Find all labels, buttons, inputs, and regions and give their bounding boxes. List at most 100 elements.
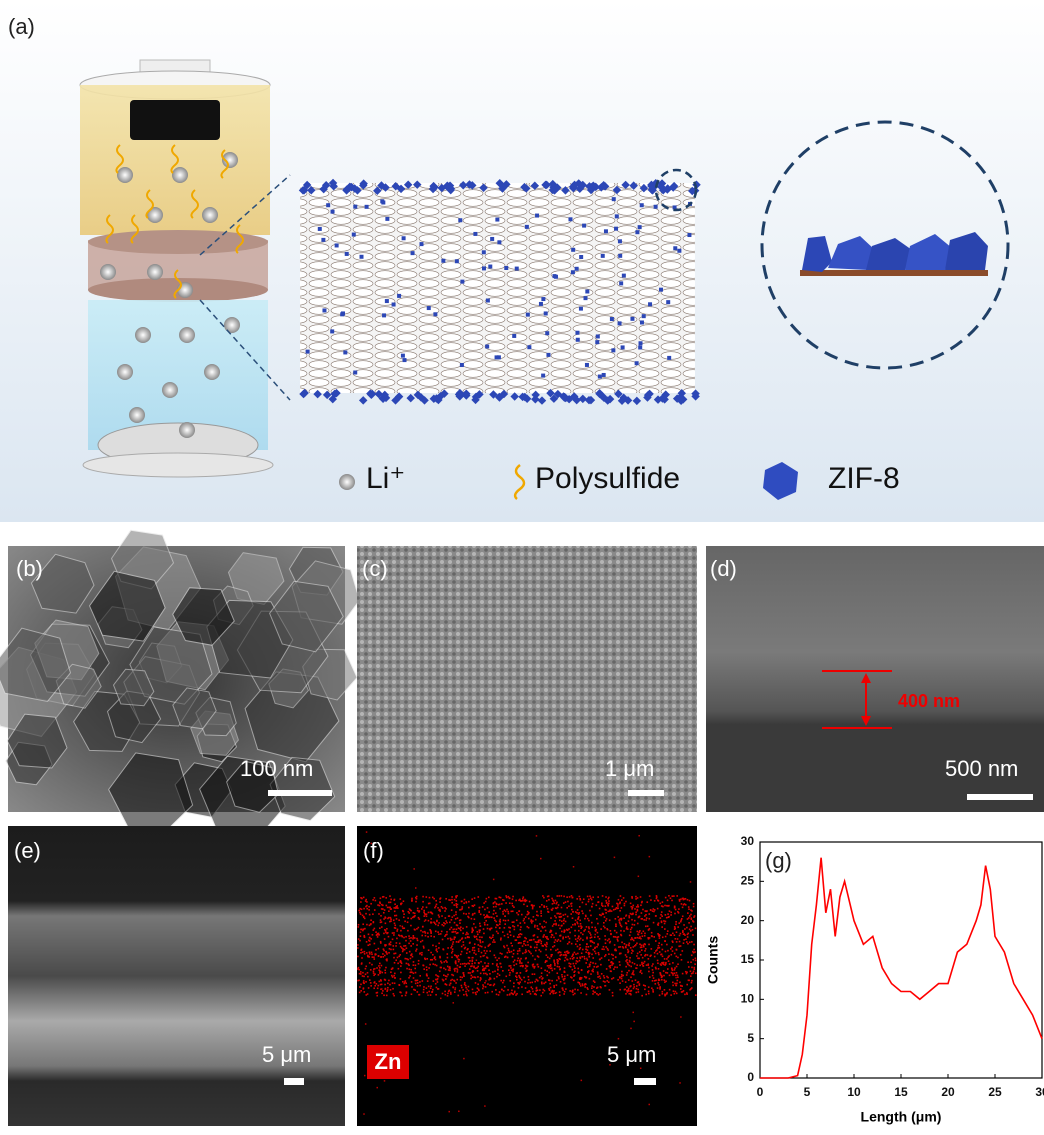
zn-signal bbox=[604, 927, 606, 929]
zn-signal bbox=[410, 940, 412, 942]
zn-signal bbox=[553, 937, 555, 939]
zn-signal bbox=[550, 965, 552, 967]
zn-signal bbox=[644, 985, 646, 987]
zn-signal bbox=[511, 945, 513, 947]
zif-particle bbox=[512, 334, 516, 338]
zn-signal bbox=[504, 909, 506, 911]
zn-signal bbox=[524, 900, 526, 902]
zn-signal bbox=[588, 920, 590, 922]
li-ion bbox=[202, 207, 218, 223]
zif-particle bbox=[545, 331, 549, 335]
zn-signal bbox=[695, 994, 697, 996]
zn-signal bbox=[366, 941, 368, 943]
zif-particle bbox=[360, 255, 364, 259]
zn-signal bbox=[542, 945, 544, 947]
zn-signal bbox=[405, 945, 407, 947]
zn-signal bbox=[428, 903, 430, 905]
zn-signal bbox=[455, 982, 457, 984]
zn-signal bbox=[461, 906, 463, 908]
zn-signal bbox=[686, 941, 688, 943]
zn-signal bbox=[455, 987, 457, 989]
zn-signal bbox=[416, 928, 418, 930]
zn-signal bbox=[487, 928, 489, 930]
zn-signal bbox=[678, 945, 680, 947]
zn-signal bbox=[381, 988, 383, 990]
zn-signal bbox=[556, 940, 558, 942]
zn-signal bbox=[648, 1104, 650, 1106]
zn-signal bbox=[574, 993, 576, 995]
zn-signal bbox=[577, 909, 579, 911]
zn-signal bbox=[691, 941, 693, 943]
zn-signal bbox=[572, 911, 574, 913]
zn-signal bbox=[530, 939, 532, 941]
zn-signal bbox=[477, 976, 479, 978]
zn-signal bbox=[363, 1113, 365, 1115]
zn-signal bbox=[378, 934, 380, 936]
zn-signal bbox=[468, 913, 470, 915]
zn-signal bbox=[445, 934, 447, 936]
zn-signal bbox=[492, 963, 494, 965]
zn-signal bbox=[601, 973, 603, 975]
zn-signal bbox=[496, 959, 498, 961]
zn-signal bbox=[469, 951, 471, 953]
zn-signal bbox=[472, 949, 474, 951]
zif-particle bbox=[612, 197, 616, 201]
zn-signal bbox=[566, 959, 568, 961]
zn-signal bbox=[456, 900, 458, 902]
li-ion bbox=[117, 364, 133, 380]
zn-signal bbox=[676, 985, 678, 987]
zn-signal bbox=[471, 918, 473, 920]
zn-signal bbox=[688, 906, 690, 908]
zn-signal bbox=[680, 985, 682, 987]
zn-signal bbox=[411, 986, 413, 988]
zn-signal bbox=[451, 927, 453, 929]
zn-signal bbox=[588, 928, 590, 930]
zn-signal bbox=[451, 956, 453, 958]
zn-signal bbox=[663, 970, 665, 972]
zif-particle bbox=[427, 306, 431, 310]
zn-signal bbox=[632, 950, 634, 952]
zn-signal bbox=[664, 923, 666, 925]
zif-particle bbox=[541, 297, 545, 301]
zn-signal bbox=[374, 897, 376, 899]
zn-signal bbox=[416, 896, 418, 898]
zn-signal bbox=[508, 950, 510, 952]
panel-label: (b) bbox=[16, 556, 43, 581]
zn-signal bbox=[689, 900, 691, 902]
zn-signal bbox=[628, 988, 630, 990]
zn-signal bbox=[569, 938, 571, 940]
zn-signal bbox=[534, 925, 536, 927]
zn-signal bbox=[658, 935, 660, 937]
zn-signal bbox=[564, 960, 566, 962]
zn-signal bbox=[512, 925, 514, 927]
zn-signal bbox=[388, 910, 390, 912]
zn-signal bbox=[606, 980, 608, 982]
li-ion bbox=[147, 264, 163, 280]
zn-signal bbox=[430, 935, 432, 937]
zn-signal bbox=[679, 981, 681, 983]
zn-signal bbox=[464, 984, 466, 986]
zn-signal bbox=[379, 963, 381, 965]
zn-signal bbox=[377, 904, 379, 906]
zn-signal bbox=[620, 895, 622, 897]
zn-signal bbox=[366, 908, 368, 910]
zn-signal bbox=[451, 945, 453, 947]
zn-signal bbox=[411, 899, 413, 901]
zn-signal bbox=[604, 956, 606, 958]
zn-signal bbox=[545, 922, 547, 924]
zn-signal bbox=[521, 900, 523, 902]
zn-signal bbox=[695, 960, 697, 962]
zn-signal bbox=[500, 963, 502, 965]
zif-particle bbox=[635, 230, 639, 234]
zn-signal bbox=[374, 981, 376, 983]
zif-particle bbox=[482, 266, 486, 270]
zn-signal bbox=[357, 956, 359, 958]
zn-signal bbox=[695, 972, 697, 974]
zn-signal bbox=[633, 970, 635, 972]
zn-signal bbox=[523, 918, 525, 920]
zn-signal bbox=[484, 924, 486, 926]
zn-signal bbox=[541, 941, 543, 943]
zif-particle bbox=[687, 233, 691, 237]
zn-signal bbox=[370, 919, 372, 921]
zn-signal bbox=[646, 917, 648, 919]
